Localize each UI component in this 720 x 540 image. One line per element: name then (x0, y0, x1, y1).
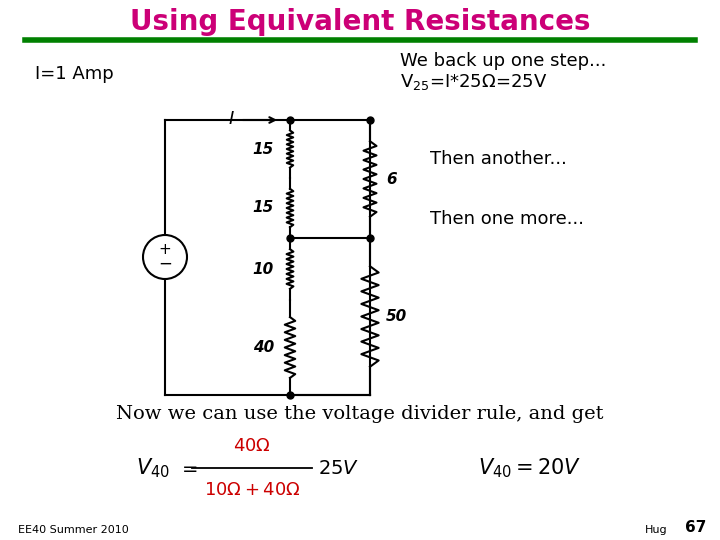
Text: Using Equivalent Resistances: Using Equivalent Resistances (130, 8, 590, 36)
Text: $\mathit{I}$: $\mathit{I}$ (228, 110, 235, 128)
Text: 15: 15 (253, 200, 274, 215)
Text: $25V$: $25V$ (318, 458, 359, 477)
Text: We back up one step...: We back up one step... (400, 52, 606, 70)
Text: +: + (158, 242, 171, 258)
Text: Now we can use the voltage divider rule, and get: Now we can use the voltage divider rule,… (116, 405, 604, 423)
Text: −: − (158, 255, 172, 273)
Text: Hug: Hug (645, 525, 667, 535)
Text: 50: 50 (386, 309, 408, 324)
Text: 67: 67 (685, 520, 706, 535)
Text: $40\Omega$: $40\Omega$ (233, 437, 271, 455)
Text: Then one more...: Then one more... (430, 210, 584, 228)
Text: Then another...: Then another... (430, 150, 567, 168)
Text: $V_{40} = 20V$: $V_{40} = 20V$ (478, 456, 582, 480)
Text: 10: 10 (253, 261, 274, 276)
Text: EE40 Summer 2010: EE40 Summer 2010 (18, 525, 129, 535)
Text: I=1 Amp: I=1 Amp (35, 65, 114, 83)
Text: 40: 40 (253, 340, 274, 355)
Text: 15: 15 (253, 141, 274, 157)
Text: $=$: $=$ (178, 458, 198, 477)
Text: V$_{25}$=I*25Ω=25V: V$_{25}$=I*25Ω=25V (400, 72, 547, 92)
Text: $V_{40}$: $V_{40}$ (136, 456, 170, 480)
Text: $10\Omega + 40\Omega$: $10\Omega + 40\Omega$ (204, 481, 300, 499)
Text: 6: 6 (386, 172, 397, 186)
